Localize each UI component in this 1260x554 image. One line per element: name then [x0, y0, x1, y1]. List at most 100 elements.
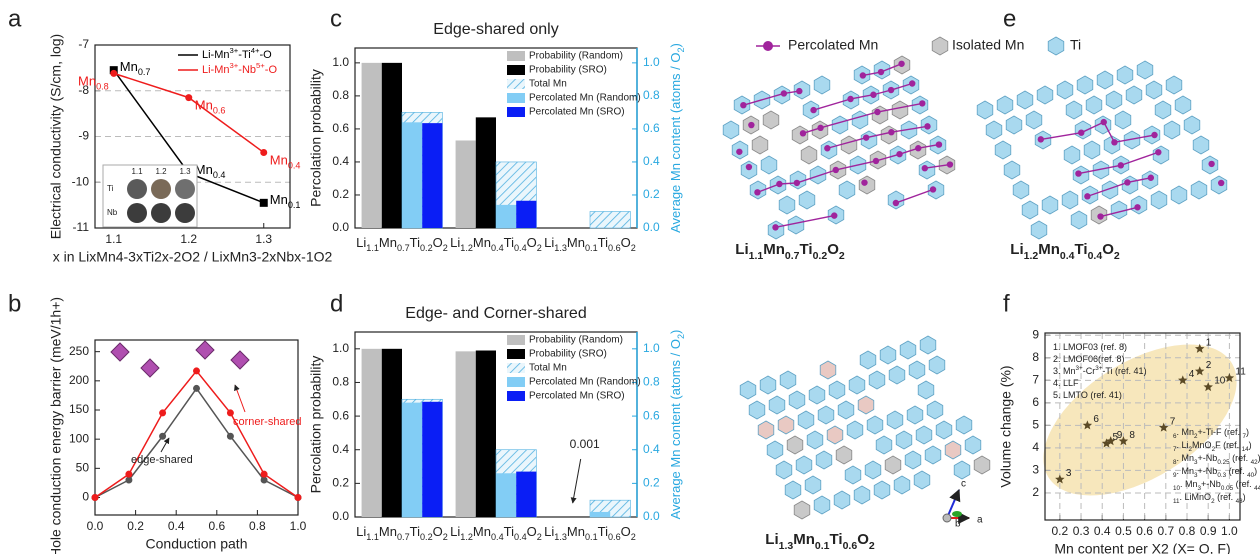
mn-atom [799, 130, 807, 137]
data-point [1158, 422, 1169, 432]
annotation-arrow [160, 437, 170, 453]
octahedron [798, 190, 816, 210]
legend-swatch [507, 335, 525, 345]
y-tick-label: 1.0 [332, 341, 349, 355]
octahedron [1123, 130, 1141, 150]
x-tick-label: 1.2 [180, 232, 197, 246]
mn-atom [919, 100, 926, 107]
octahedron [784, 480, 802, 500]
mn-bond [877, 102, 923, 113]
mn-atom [1100, 118, 1107, 126]
x-tick-label: 0.6 [1136, 524, 1153, 538]
point-label: 1 [1206, 337, 1212, 348]
note: 7. Li2MnO2F (ref. 14) [1173, 440, 1252, 453]
annotation-arrow [570, 458, 582, 504]
octahedron [806, 430, 824, 450]
data-point [1194, 366, 1205, 376]
mn-bond [890, 82, 913, 91]
note: 4. LLF [1053, 378, 1079, 388]
structure-icon [140, 358, 160, 378]
mn-atom [924, 123, 931, 130]
mn-atom [780, 90, 788, 97]
octahedron [778, 195, 796, 215]
y-tick-label: 8 [1032, 350, 1039, 364]
mn-bond [1080, 121, 1105, 134]
y-tick-label: 3 [1032, 463, 1039, 477]
octahedron [888, 365, 906, 385]
legend-label: Total Mn [529, 79, 567, 90]
data-point [193, 367, 200, 375]
mn-atom [1147, 174, 1155, 181]
y-tick-label: -10 [72, 174, 90, 188]
octahedron [964, 435, 982, 455]
y-axis-label: Percolation probability [308, 356, 324, 494]
chart-title: Edge-shared only [433, 21, 558, 38]
octahedron [884, 455, 902, 475]
mn-atom [810, 106, 817, 114]
octahedron [1110, 200, 1128, 220]
y2-tick-label: 0.2 [643, 187, 660, 201]
x-tick-label: 0.4 [1094, 524, 1111, 538]
x-tick-label: 0.8 [249, 519, 266, 533]
x-tick-label: Li1.3Mn0.1Ti0.6O2 [544, 524, 636, 542]
data-point [1055, 474, 1065, 484]
octahedron [779, 370, 797, 390]
y2-tick-label: 0.6 [643, 408, 660, 422]
mn-bond [895, 188, 934, 204]
curve-label: edge-shared [131, 454, 193, 466]
legend-label: Percolated Mn (Random) [529, 93, 641, 104]
legend-label: Probability (Random) [529, 335, 623, 346]
x-tick-label: 1.1 [105, 232, 122, 246]
point-label: 5 [1112, 432, 1118, 443]
point-label: Mn0.7 [120, 60, 151, 78]
octahedron [1016, 90, 1034, 110]
legend-label: Probability (SRO) [529, 65, 607, 76]
octahedron [1012, 180, 1030, 200]
mn-atom [888, 129, 895, 136]
y-tick-label: 0.4 [332, 442, 349, 456]
point-label: Mn0.1 [270, 192, 301, 210]
panel-letter: c [330, 5, 342, 32]
y-tick-label: 250 [69, 344, 89, 358]
mn-atom [772, 224, 779, 231]
panel-letter: b [8, 290, 21, 317]
legend-swatch [507, 65, 525, 75]
mn-atom [824, 145, 831, 152]
data-point [159, 432, 167, 440]
octahedron [1125, 85, 1143, 105]
octahedron [809, 165, 827, 185]
mn-atom [896, 150, 903, 158]
y-tick-label: 0.0 [332, 509, 349, 523]
x-tick-label: Li1.1Mn0.7Ti0.2O2 [356, 524, 448, 542]
y2-axis-label: Average Mn content (atoms / O2) [668, 43, 686, 233]
mn-bond [757, 183, 780, 193]
inset-label: 1.1 [131, 167, 143, 176]
mn-atom [1097, 213, 1104, 220]
y2-tick-label: 1.0 [643, 341, 660, 355]
bar [381, 62, 402, 229]
mn-atom [862, 134, 870, 141]
structure-label: Li1.2Mn0.4Ti0.4O2 [1010, 241, 1120, 262]
octahedron [953, 460, 971, 480]
y-tick-label: 0.6 [332, 121, 349, 135]
legend-icon [763, 41, 773, 51]
axis-arrow [952, 511, 962, 517]
mn-atom [861, 179, 868, 186]
mn-atom [793, 179, 801, 187]
sample-photo [175, 203, 195, 223]
legend-swatch [507, 93, 525, 103]
legend-swatch [507, 377, 525, 387]
mn-atom [831, 212, 838, 219]
octahedron [866, 415, 884, 435]
panel-letter: f [1003, 290, 1010, 317]
octahedron [904, 450, 922, 470]
bar [455, 351, 476, 517]
panel-letter: d [330, 290, 343, 317]
y-tick-label: 0.6 [332, 408, 349, 422]
mn-atom [1134, 204, 1141, 211]
mn-atom [898, 60, 905, 67]
bar [361, 348, 382, 517]
octahedron [1070, 210, 1088, 230]
octahedron [917, 380, 935, 400]
